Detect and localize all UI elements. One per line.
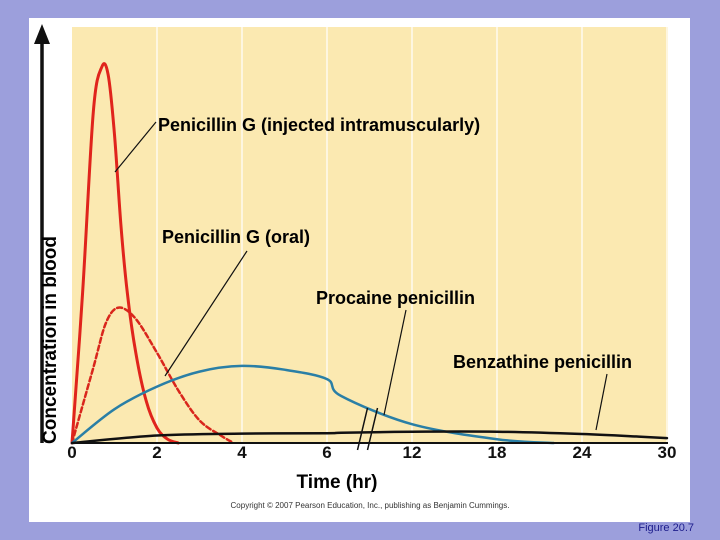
annotation-benzathine: Benzathine penicillin bbox=[453, 352, 632, 372]
grid bbox=[156, 27, 668, 443]
leader-procaine bbox=[383, 309, 407, 416]
figure-label: Figure 20.7 bbox=[638, 522, 694, 534]
annotation-penicillin-g-oral: Penicillin G (oral) bbox=[162, 227, 310, 247]
series-penicillin-g-im bbox=[70, 62, 180, 445]
x-tick-label-0: 0 bbox=[67, 443, 76, 462]
x-tick-label-5: 18 bbox=[488, 443, 507, 462]
series-layer bbox=[70, 62, 669, 445]
series-benzathine-penicillin bbox=[70, 430, 669, 445]
leader-benzathine bbox=[595, 373, 608, 431]
x-tick-label-4: 12 bbox=[403, 443, 422, 462]
y-axis-label: Concentration in blood bbox=[40, 236, 61, 444]
x-tick-label-7: 30 bbox=[658, 443, 677, 462]
x-tick-label-2: 4 bbox=[237, 443, 247, 462]
y-axis-arrowhead bbox=[34, 24, 50, 44]
leader-penicillin-g-oral bbox=[164, 250, 248, 377]
chart: 0 2 4 6 12 18 24 30 Time (hr) Concentration in … bbox=[34, 24, 676, 510]
x-tick-labels: 0 2 4 6 12 18 24 30 bbox=[67, 443, 676, 462]
x-tick-label-1: 2 bbox=[152, 443, 161, 462]
slide: 0 2 4 6 12 18 24 30 Time (hr) Concentration in … bbox=[29, 18, 690, 522]
x-tick-label-6: 24 bbox=[573, 443, 592, 462]
copyright-text: Copyright © 2007 Pearson Education, Inc.… bbox=[231, 501, 510, 510]
axes bbox=[34, 24, 668, 444]
series-penicillin-g-oral bbox=[70, 306, 235, 445]
annotation-penicillin-g-im: Penicillin G (injected intramuscularly) bbox=[158, 115, 480, 135]
x-tick-label-3: 6 bbox=[322, 443, 331, 462]
plot-area bbox=[72, 27, 668, 443]
annotation-leaders bbox=[114, 121, 608, 431]
x-axis-label: Time (hr) bbox=[297, 472, 378, 493]
leader-penicillin-g-im bbox=[114, 121, 157, 173]
annotation-procaine: Procaine penicillin bbox=[316, 288, 475, 308]
